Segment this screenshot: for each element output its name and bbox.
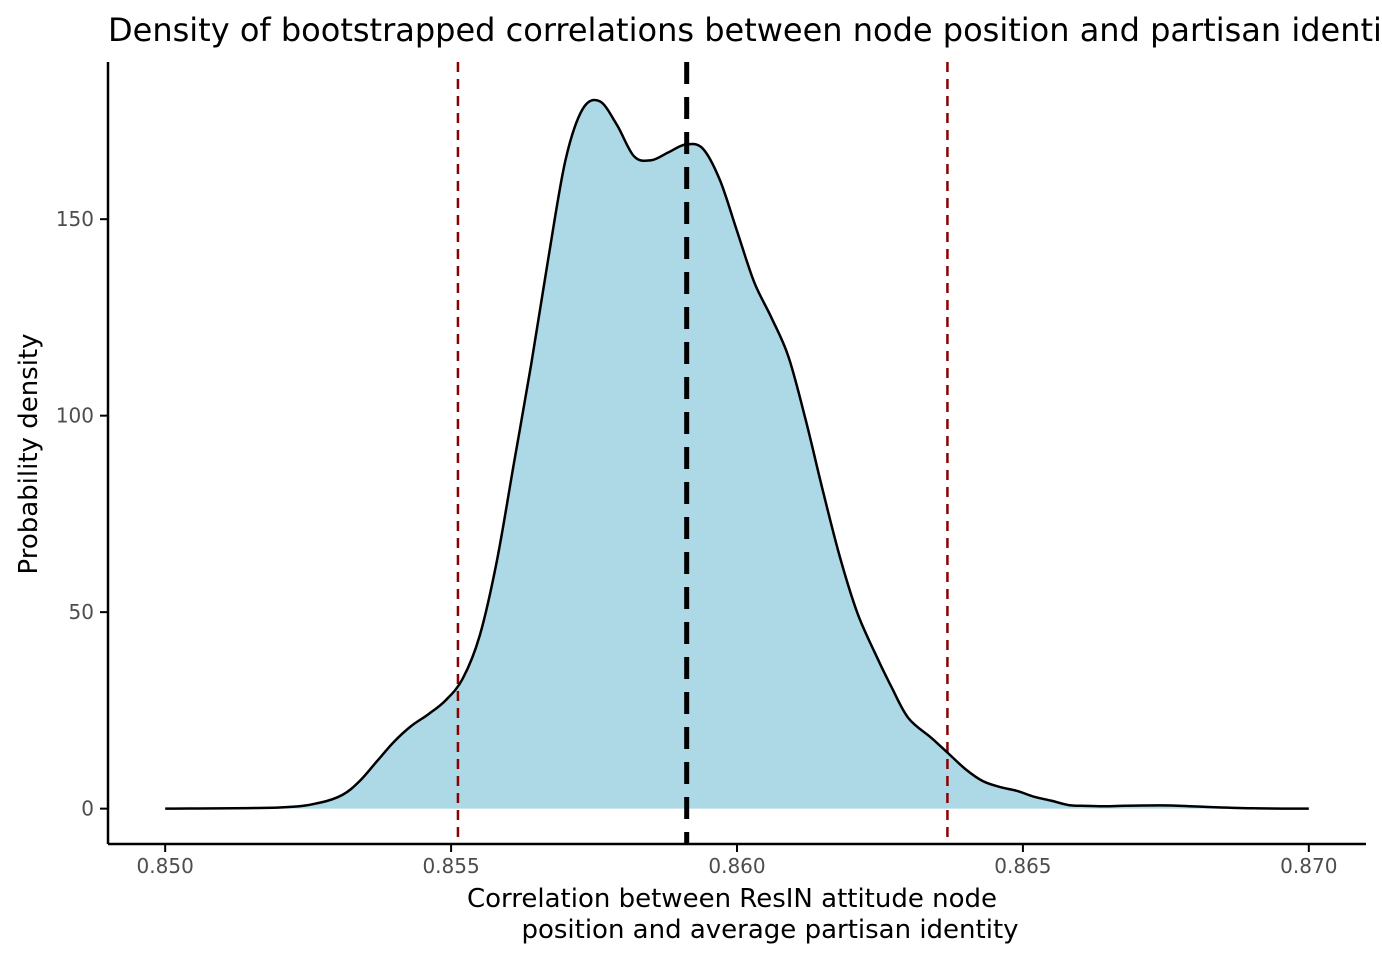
x-tick-label: 0.860 [708,854,765,878]
y-tick-label: 0 [81,797,94,821]
y-tick-label: 100 [56,404,94,428]
chart-title: Density of bootstrapped correlations bet… [108,11,1382,49]
x-tick-label: 0.855 [422,854,479,878]
density-curve [165,98,1309,810]
x-axis-label-line-1: Correlation between ResIN attitude node [467,884,997,914]
x-tick-label: 0.865 [994,854,1051,878]
plot-area [165,62,1309,844]
density-area [165,99,1309,809]
y-tick-label: 50 [69,600,94,624]
x-tick-label: 0.850 [137,854,194,878]
axes: 0.850 0.855 0.860 0.865 0.870 0 50 100 150 [56,62,1366,878]
x-axis-label-line-2: position and average partisan identity [521,915,1018,945]
y-axis-label: Probability density [14,333,44,574]
y-tick-label: 150 [56,207,94,231]
x-tick-label: 0.870 [1280,854,1337,878]
